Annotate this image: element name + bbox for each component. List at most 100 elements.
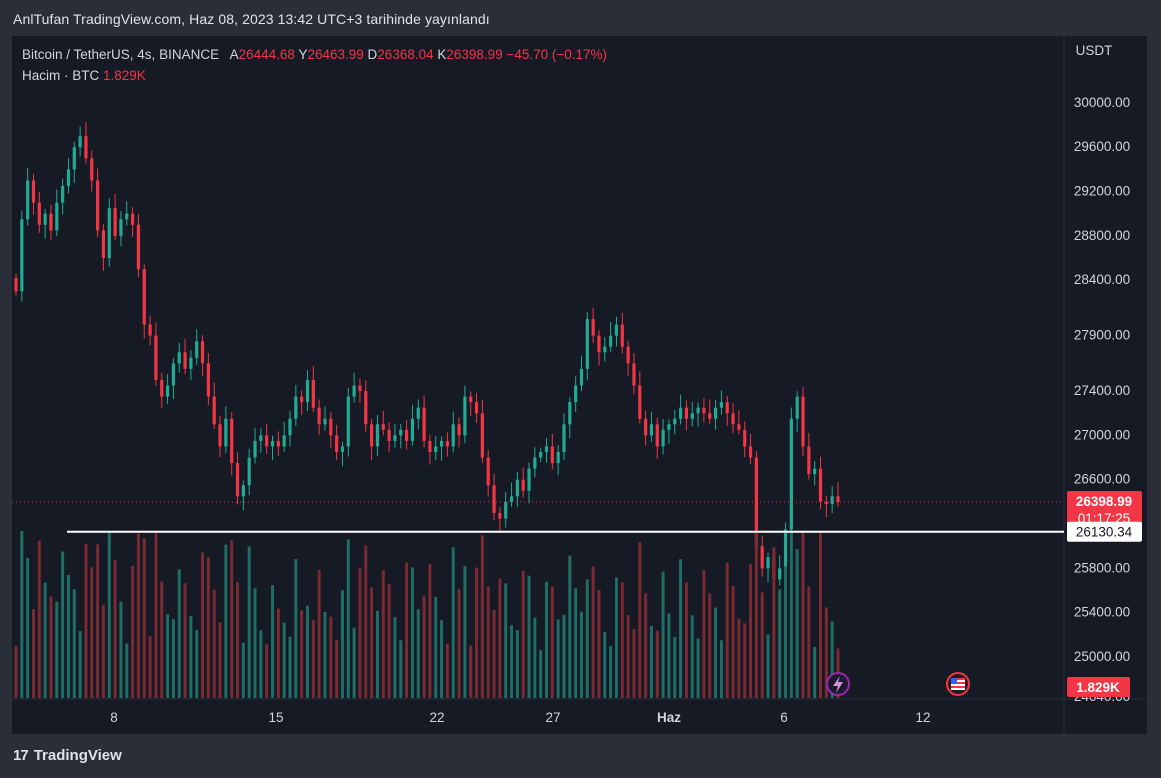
candle-body[interactable] — [830, 496, 834, 505]
candle-body[interactable] — [165, 385, 170, 397]
candle-body[interactable] — [737, 424, 741, 430]
candle-body[interactable] — [130, 213, 135, 225]
footer-brand[interactable]: 17 TradingView — [13, 747, 122, 764]
candle-body[interactable] — [783, 529, 788, 569]
candle-body[interactable] — [78, 136, 82, 148]
candle-body[interactable] — [31, 180, 36, 203]
candle-body[interactable] — [422, 407, 426, 441]
candle-body[interactable] — [404, 429, 409, 441]
candle-body[interactable] — [323, 418, 327, 425]
candle-body[interactable] — [101, 230, 106, 259]
candle-body[interactable] — [171, 363, 176, 386]
candle-body[interactable] — [760, 546, 764, 569]
candle-body[interactable] — [393, 435, 397, 441]
candle-body[interactable] — [504, 501, 508, 519]
candle-body[interactable] — [253, 440, 257, 458]
candle-body[interactable] — [90, 158, 94, 181]
candle-body[interactable] — [300, 396, 304, 403]
candle-body[interactable] — [311, 379, 315, 408]
candle-body[interactable] — [317, 407, 321, 425]
candle-body[interactable] — [562, 424, 566, 452]
candle-body[interactable] — [667, 424, 671, 430]
candle-body[interactable] — [107, 208, 111, 259]
candle-body[interactable] — [678, 407, 683, 419]
candle-body[interactable] — [335, 435, 339, 452]
candle-body[interactable] — [66, 169, 71, 187]
candle-body[interactable] — [218, 424, 222, 447]
candle-body[interactable] — [521, 479, 525, 491]
candle-body[interactable] — [14, 278, 18, 292]
candle-body[interactable] — [212, 396, 216, 425]
candle-body[interactable] — [795, 396, 799, 419]
candle-body[interactable] — [603, 346, 607, 353]
candle-body[interactable] — [684, 407, 689, 419]
candle-body[interactable] — [451, 424, 455, 447]
candle-body[interactable] — [713, 407, 718, 419]
candle-body[interactable] — [457, 424, 461, 436]
chart-frame[interactable]: 30000.00 29600.00 29200.00 28800.00 28400.00… — [12, 36, 1147, 734]
candle-body[interactable] — [492, 485, 496, 513]
legend-symbol[interactable]: Bitcoin / TetherUS, 4s, BINANCE — [22, 47, 220, 62]
candlestick-chart[interactable]: 30000.00 29600.00 29200.00 28800.00 28400.00… — [12, 36, 1147, 734]
candle-body[interactable] — [445, 440, 450, 447]
candle-body[interactable] — [270, 440, 275, 447]
candle-body[interactable] — [609, 335, 613, 347]
currency-label[interactable]: USDT — [1076, 43, 1113, 58]
candle-body[interactable] — [61, 186, 65, 203]
candle-body[interactable] — [96, 180, 100, 231]
candle-body[interactable] — [527, 468, 531, 491]
candle-body[interactable] — [346, 396, 350, 447]
candle-body[interactable] — [20, 219, 24, 292]
candle-body[interactable] — [463, 396, 467, 436]
candle-body[interactable] — [276, 440, 280, 447]
candle-body[interactable] — [49, 213, 53, 231]
candle-body[interactable] — [789, 418, 793, 530]
candle-body[interactable] — [474, 402, 479, 414]
candle-body[interactable] — [597, 335, 601, 353]
candle-body[interactable] — [84, 136, 88, 159]
candle-body[interactable] — [801, 396, 805, 447]
candle-body[interactable] — [125, 213, 129, 220]
candle-body[interactable] — [807, 446, 811, 475]
candle-body[interactable] — [224, 418, 228, 447]
candle-body[interactable] — [585, 319, 589, 369]
candle-body[interactable] — [702, 407, 706, 414]
candle-body[interactable] — [329, 418, 333, 436]
candle-body[interactable] — [37, 202, 41, 225]
candle-body[interactable] — [579, 368, 584, 386]
candle-body[interactable] — [206, 363, 210, 397]
candle-body[interactable] — [410, 418, 415, 441]
candle-body[interactable] — [620, 324, 624, 347]
candle-body[interactable] — [638, 385, 642, 419]
candle-body[interactable] — [265, 435, 269, 447]
candle-body[interactable] — [644, 418, 648, 436]
candle-body[interactable] — [544, 446, 549, 452]
candle-body[interactable] — [550, 446, 554, 464]
candle-body[interactable] — [195, 341, 199, 358]
candle-body[interactable] — [142, 269, 146, 325]
candle-body[interactable] — [568, 402, 572, 425]
candle-body[interactable] — [364, 391, 368, 425]
candle-body[interactable] — [626, 346, 630, 364]
candle-body[interactable] — [731, 413, 735, 425]
candle-body[interactable] — [375, 424, 380, 447]
legend-volume-label[interactable]: Hacim · BTC — [22, 68, 100, 83]
candle-body[interactable] — [813, 468, 817, 475]
candle-body[interactable] — [428, 440, 432, 452]
candle-body[interactable] — [434, 446, 438, 452]
candle-body[interactable] — [119, 219, 123, 236]
candle-body[interactable] — [556, 451, 560, 464]
candle-body[interactable] — [539, 451, 543, 458]
candle-body[interactable] — [673, 418, 677, 425]
candle-body[interactable] — [55, 202, 59, 231]
candle-body[interactable] — [241, 485, 245, 497]
candle-body[interactable] — [766, 557, 770, 569]
candle-body[interactable] — [748, 446, 753, 458]
candle-body[interactable] — [183, 352, 187, 369]
candle-body[interactable] — [358, 385, 362, 392]
candle-body[interactable] — [235, 463, 240, 497]
candle-body[interactable] — [200, 341, 205, 364]
candle-body[interactable] — [649, 424, 654, 436]
candle-body[interactable] — [498, 512, 502, 519]
candle-body[interactable] — [632, 363, 636, 386]
